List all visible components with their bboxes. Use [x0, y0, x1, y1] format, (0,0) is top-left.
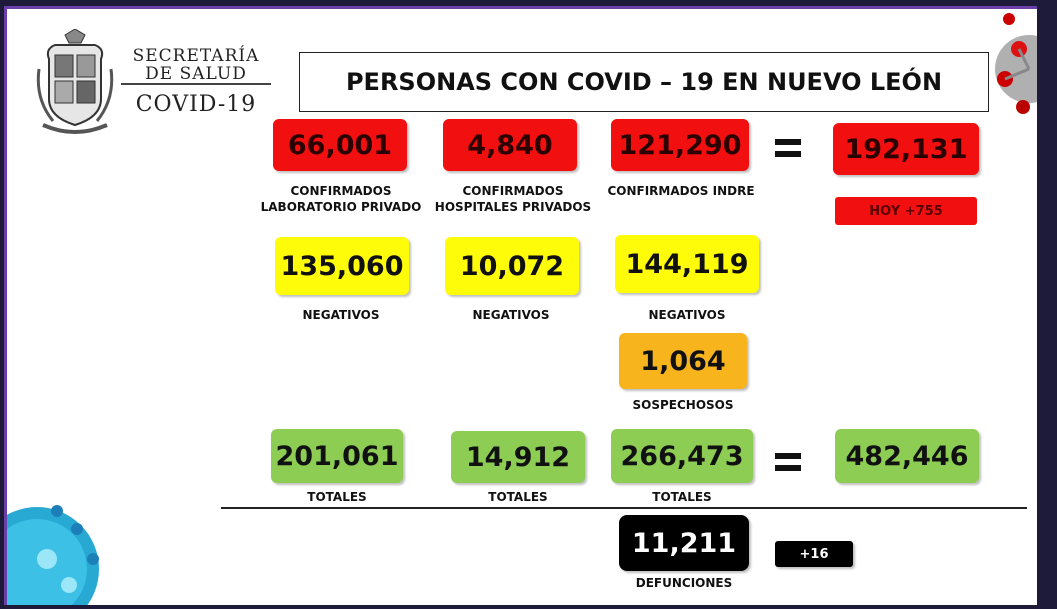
deaths-today-badge: +16: [775, 541, 853, 567]
logo-line1: SECRETARÍA: [132, 46, 260, 66]
virus-icon: [7, 505, 99, 605]
totals-hosp-privados-value: 14,912: [451, 431, 585, 483]
totals-indre-value: 266,473: [611, 429, 753, 483]
deaths-value: 11,211: [619, 515, 749, 571]
coat-of-arms-icon: [36, 29, 114, 134]
logo-text: SECRETARÍA DE SALUD COVID-19: [121, 47, 271, 119]
deaths-label: DEFUNCIONES: [635, 576, 733, 590]
totals-lab-privado-value: 201,061: [271, 429, 403, 483]
grand-total-value: 482,446: [835, 429, 979, 483]
confirmed-lab-privado-value: 66,001: [273, 119, 407, 171]
confirmed-lab-privado-label: CONFIRMADOS LABORATORIO PRIVADO: [260, 184, 422, 214]
confirmed-total-value: 192,131: [833, 123, 979, 175]
totals-lab-privado-label: TOTALES: [307, 490, 367, 504]
negatives-hosp-privados-value: 10,072: [445, 237, 579, 295]
suspected-value: 1,064: [619, 333, 747, 389]
logo-line3: COVID-19: [135, 92, 257, 117]
negatives-indre-value: 144,119: [615, 235, 759, 293]
totals-hosp-privados-label: TOTALES: [488, 490, 548, 504]
equals-sign: [775, 453, 801, 477]
confirmed-hosp-privados-label: CONFIRMADOS HOSPITALES PRIVADOS: [434, 184, 592, 214]
equals-sign: [775, 139, 801, 163]
page-title: PERSONAS CON COVID – 19 EN NUEVO LEÓN: [299, 52, 989, 112]
virus-icon: [995, 13, 1037, 114]
secretaria-salud-logo: SECRETARÍA DE SALUD COVID-19: [35, 29, 275, 139]
totals-indre-label: TOTALES: [652, 490, 712, 504]
negatives-hosp-privados-label: NEGATIVOS: [472, 308, 550, 322]
negatives-lab-privado-value: 135,060: [275, 237, 409, 295]
negatives-lab-privado-label: NEGATIVOS: [302, 308, 380, 322]
negatives-indre-label: NEGATIVOS: [648, 308, 726, 322]
slide: SECRETARÍA DE SALUD COVID-19 PERSONAS CO…: [4, 6, 1037, 605]
confirmed-hosp-privados-value: 4,840: [443, 119, 577, 171]
suspected-label: SOSPECHOSOS: [632, 398, 734, 412]
confirmed-today-badge: HOY +755: [835, 197, 977, 225]
confirmed-indre-value: 121,290: [611, 119, 749, 171]
confirmed-indre-label: CONFIRMADOS INDRE: [607, 184, 755, 198]
divider-line: [221, 507, 1027, 509]
logo-line2: DE SALUD: [121, 65, 271, 85]
